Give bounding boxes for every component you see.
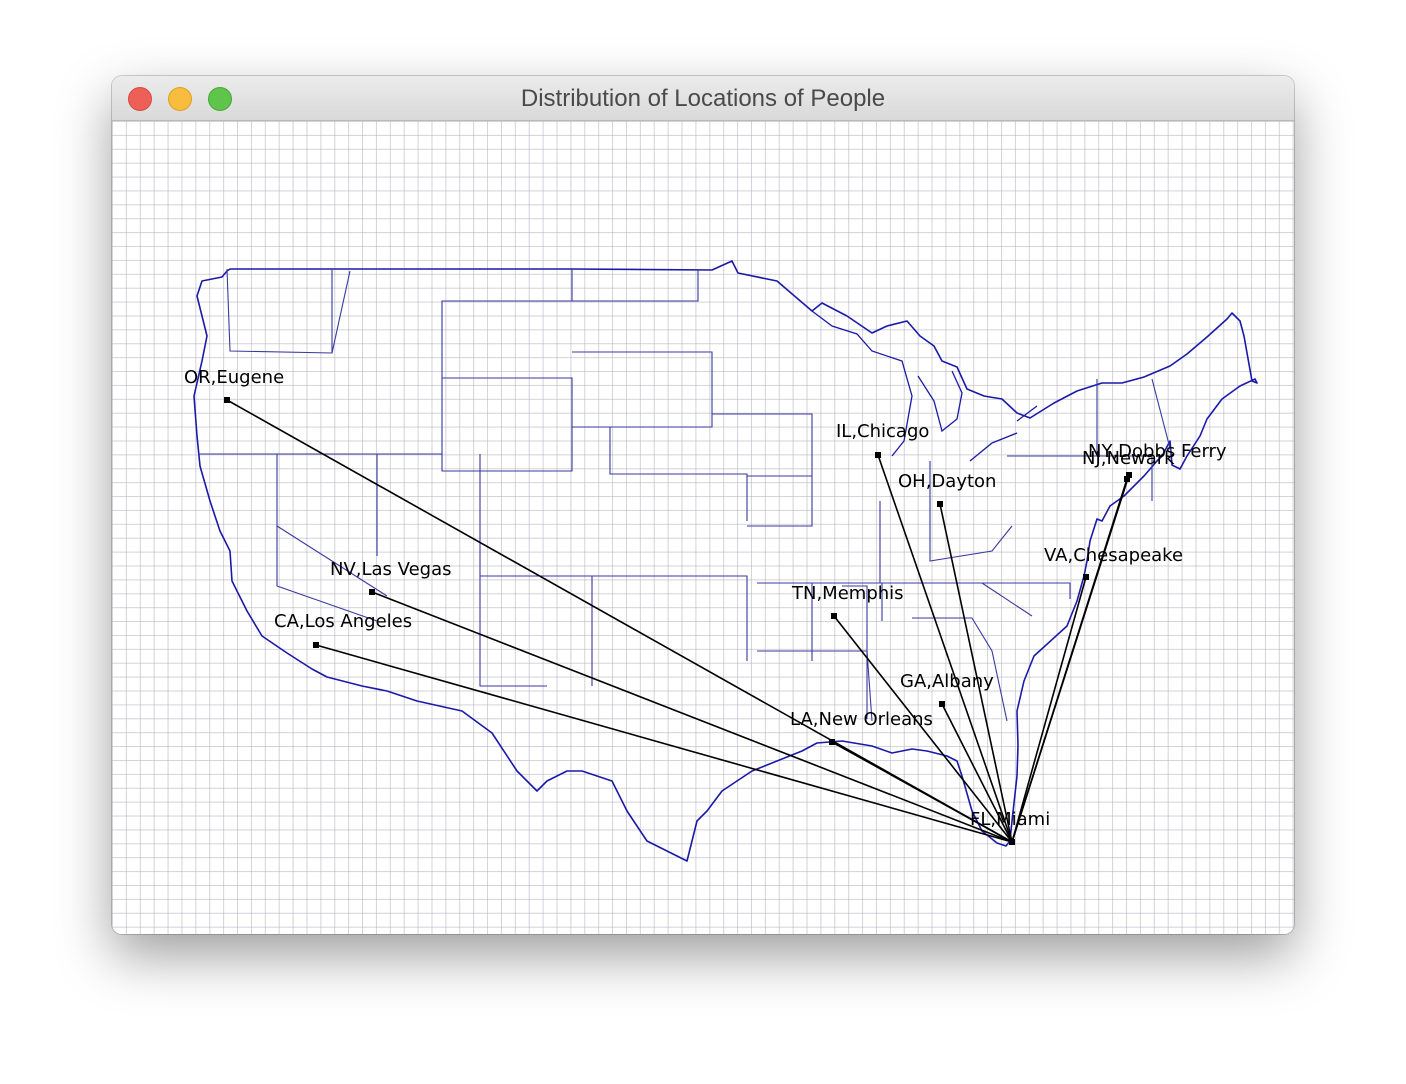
connection-line-newark xyxy=(1011,478,1128,843)
close-button[interactable] xyxy=(128,87,152,111)
location-label-newark: NJ,Newark xyxy=(1082,448,1175,469)
us-map: OR,Eugene IL,Chicago OH,Dayton NY,Dobbs Fer… xyxy=(184,260,1258,862)
us-outline xyxy=(193,260,1258,862)
location-marker-neworleans xyxy=(829,739,835,745)
connection-line-lasvegas xyxy=(371,591,1013,843)
window-title: Distribution of Locations of People xyxy=(520,85,886,112)
connection-line-chicago xyxy=(877,454,1013,843)
connection-line-dayton xyxy=(939,503,1013,843)
zoom-button[interactable] xyxy=(208,87,232,111)
location-marker-dayton xyxy=(937,501,943,507)
map-canvas: OR,Eugene IL,Chicago OH,Dayton NY,Dobbs Fer… xyxy=(112,121,1294,934)
location-label-eugene: OR,Eugene xyxy=(184,367,284,388)
location-marker-newark xyxy=(1124,476,1130,482)
connection-lines xyxy=(226,399,1130,843)
location-marker-losangeles xyxy=(313,642,319,648)
connection-line-losangeles xyxy=(315,644,1013,843)
connection-line-albany xyxy=(941,703,1013,843)
location-marker-eugene xyxy=(224,397,230,403)
location-markers xyxy=(224,397,1132,845)
location-marker-memphis xyxy=(831,613,837,619)
app-window: Distribution of Locations of People xyxy=(112,76,1294,934)
connection-line-chesapeake xyxy=(1011,576,1087,843)
location-marker-dobbs xyxy=(1126,472,1132,478)
location-label-chicago: IL,Chicago xyxy=(836,421,929,442)
location-label-lasvegas: NV,Las Vegas xyxy=(330,559,451,580)
location-label-chesapeake: VA,Chesapeake xyxy=(1044,545,1183,566)
location-marker-albany xyxy=(939,701,945,707)
location-label-dayton: OH,Dayton xyxy=(898,471,996,492)
location-labels: OR,Eugene IL,Chicago OH,Dayton NY,Dobbs Fer… xyxy=(184,367,1227,830)
location-marker-chicago xyxy=(875,452,881,458)
connection-line-memphis xyxy=(833,615,1013,843)
title-bar[interactable]: Distribution of Locations of People xyxy=(112,76,1294,121)
location-label-neworleans: LA,New Orleans xyxy=(790,709,933,730)
state-borders xyxy=(198,268,1173,722)
minimize-button[interactable] xyxy=(168,87,192,111)
great-lakes xyxy=(811,310,1038,462)
location-marker-lasvegas xyxy=(369,589,375,595)
location-marker-chesapeake xyxy=(1083,574,1089,580)
connection-line-eugene xyxy=(226,399,1013,843)
location-label-albany: GA,Albany xyxy=(900,671,994,692)
location-label-dobbs: NY,Dobbs Ferry xyxy=(1088,441,1227,462)
location-label-memphis: TN,Memphis xyxy=(791,583,904,604)
location-label-losangeles: CA,Los Angeles xyxy=(274,611,412,632)
location-label-miami: FL,Miami xyxy=(970,809,1050,830)
connection-line-neworleans xyxy=(831,741,1013,843)
location-marker-miami xyxy=(1009,839,1015,845)
